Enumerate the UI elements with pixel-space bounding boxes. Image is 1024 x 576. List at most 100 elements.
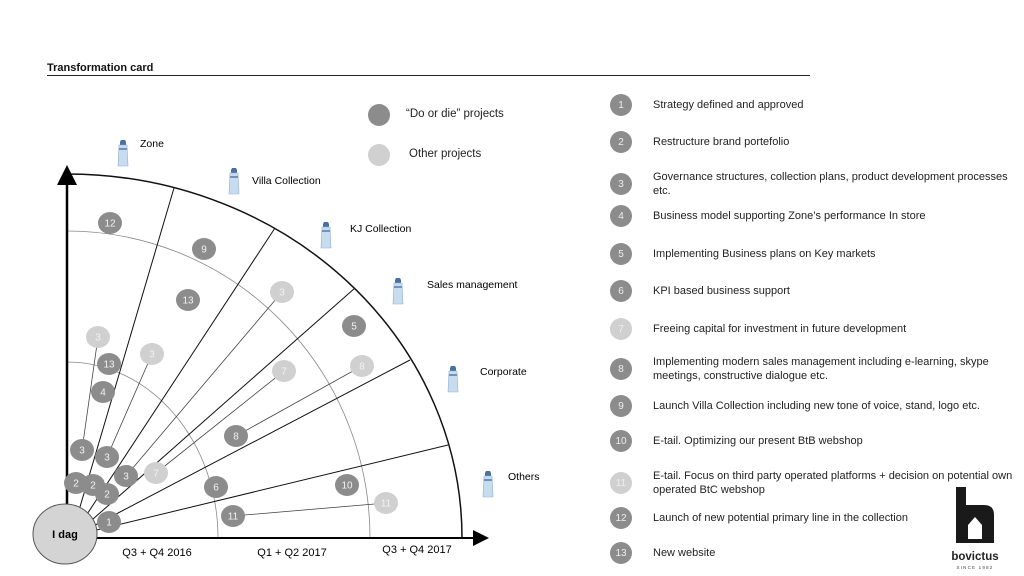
do-or-die-bubble — [342, 315, 366, 337]
middle-arc — [66, 230, 371, 539]
project-number-badge: 4 — [610, 205, 632, 227]
project-description: Restructure brand portefolio — [653, 136, 790, 148]
today-origin — [32, 503, 98, 565]
project-number-badge: 5 — [610, 243, 632, 265]
project-number-badge: 2 — [610, 131, 632, 153]
project-list-item: 4 Business model supporting Zone’s perfor… — [610, 205, 1020, 227]
project-number-badge: 10 — [610, 430, 632, 452]
do-or-die-bubble — [91, 381, 115, 403]
project-description: E-tail. Optimizing our present BtB websh… — [653, 435, 863, 447]
bubble-number: 7 — [281, 367, 287, 378]
project-list-item: 8 Implementing modern sales management in… — [610, 355, 1020, 383]
origin-label: I dag — [52, 529, 78, 541]
project-number-badge: 7 — [610, 318, 632, 340]
lighthouse-icon — [228, 167, 240, 195]
do-or-die-bubble — [335, 474, 359, 496]
other-project-bubble — [270, 281, 294, 303]
project-number-badge: 13 — [610, 542, 632, 564]
other-legend-label: Other projects — [409, 148, 482, 160]
project-list-item: 6 KPI based business support — [610, 280, 1020, 302]
bubble-number: 6 — [213, 483, 219, 494]
project-list-item: 10 E-tail. Optimizing our present BtB web… — [610, 430, 1020, 452]
project-description: Business model supporting Zone’s perform… — [653, 210, 926, 222]
do-or-die-bubble — [98, 212, 122, 234]
bubble-number: 5 — [351, 322, 357, 333]
bubble-number: 13 — [103, 360, 115, 371]
project-number-badge: 11 — [610, 472, 632, 494]
connectors — [81, 291, 387, 517]
project-list-item: 7 Freeing capital for investment in futur… — [610, 318, 1020, 340]
do-or-die-legend-label: “Do or die” projects — [406, 108, 504, 120]
project-list-item: 1 Strategy defined and approved — [610, 94, 1020, 116]
bubble-number: 2 — [73, 479, 79, 490]
project-list-item: 2 Restructure brand portefolio — [610, 131, 1020, 153]
project-number-badge: 12 — [610, 507, 632, 529]
bubble-number: 10 — [341, 481, 353, 492]
other-project-bubble — [350, 355, 374, 377]
outer-arc — [66, 173, 463, 539]
do-or-die-bubble — [204, 476, 228, 498]
bubble-number: 1 — [106, 518, 112, 529]
project-description: E-tail. Focus on third party operated pl… — [653, 470, 1013, 496]
do-or-die-bubble — [95, 483, 119, 505]
bubble-number: 7 — [153, 469, 159, 480]
bubble-number: 2 — [104, 490, 110, 501]
project-description: Launch of new potential primary line in … — [653, 512, 908, 524]
bubble-number: 4 — [100, 388, 106, 399]
lighthouse-label: KJ Collection — [350, 223, 411, 235]
period-label: Q3 + Q4 2017 — [382, 544, 451, 556]
title-divider — [47, 75, 810, 76]
period-label: Q1 + Q2 2017 — [257, 547, 326, 559]
lighthouse-label: Corporate — [480, 366, 527, 378]
project-description: Implementing modern sales management inc… — [653, 356, 989, 382]
bubble-number: 11 — [381, 499, 392, 510]
lighthouse-label: Villa Collection — [252, 175, 321, 187]
do-or-die-bubble — [176, 289, 200, 311]
slide-title: Transformation card — [47, 62, 154, 74]
project-description: Governance structures, collection plans,… — [653, 171, 1008, 197]
project-description: KPI based business support — [653, 285, 790, 297]
project-description: New website — [653, 547, 716, 559]
project-number-badge: 1 — [610, 94, 632, 116]
svg-text:SINCE 1982: SINCE 1982 — [956, 565, 993, 570]
bovictus-logo: bovictus SINCE 1982 — [948, 487, 1008, 573]
project-description: Strategy defined and approved — [653, 99, 804, 111]
lighthouse-label: Others — [508, 471, 540, 483]
project-description: Launch Villa Collection including new to… — [653, 400, 980, 412]
project-list-item: 3 Governance structures, collection plans… — [610, 170, 1020, 198]
project-description: Implementing Business plans on Key marke… — [653, 248, 876, 260]
bubble-number: 11 — [228, 512, 239, 523]
project-list-item: 9 Launch Villa Collection including new t… — [610, 395, 1020, 417]
lighthouse-label: Sales management — [427, 279, 518, 291]
other-project-bubble — [140, 343, 164, 365]
other-project-bubble — [272, 360, 296, 382]
other-project-bubble — [374, 492, 398, 514]
project-description: Freeing capital for investment in future… — [653, 323, 907, 335]
lighthouse-icon — [392, 277, 404, 305]
do-or-die-bubble — [97, 511, 121, 533]
do-or-die-bubble — [221, 505, 245, 527]
project-list-item: 5 Implementing Business plans on Key mark… — [610, 243, 1020, 265]
bubble-number: 9 — [201, 245, 207, 256]
project-number-badge: 6 — [610, 280, 632, 302]
do-or-die-bubble — [192, 238, 216, 260]
do-or-die-legend-marker — [368, 104, 390, 126]
project-number-badge: 8 — [610, 358, 632, 380]
bubble-number: 3 — [123, 472, 129, 483]
other-legend-marker — [368, 144, 390, 166]
lighthouse-icon — [320, 221, 332, 249]
bubble-number: 8 — [359, 362, 365, 373]
lighthouse-icon — [482, 470, 494, 498]
bubble-number: 8 — [233, 432, 239, 443]
project-list-item: 12 Launch of new potential primary line i… — [610, 507, 1020, 529]
other-project-bubble — [86, 326, 110, 348]
project-list-item: 13 New website — [610, 542, 1020, 564]
lighthouse-icon — [117, 139, 129, 167]
svg-text:bovictus: bovictus — [951, 551, 998, 563]
period-label: Q3 + Q4 2016 — [122, 547, 191, 559]
bubble-number: 13 — [182, 296, 194, 307]
do-or-die-bubble — [114, 465, 138, 487]
do-or-die-bubble — [97, 353, 121, 375]
